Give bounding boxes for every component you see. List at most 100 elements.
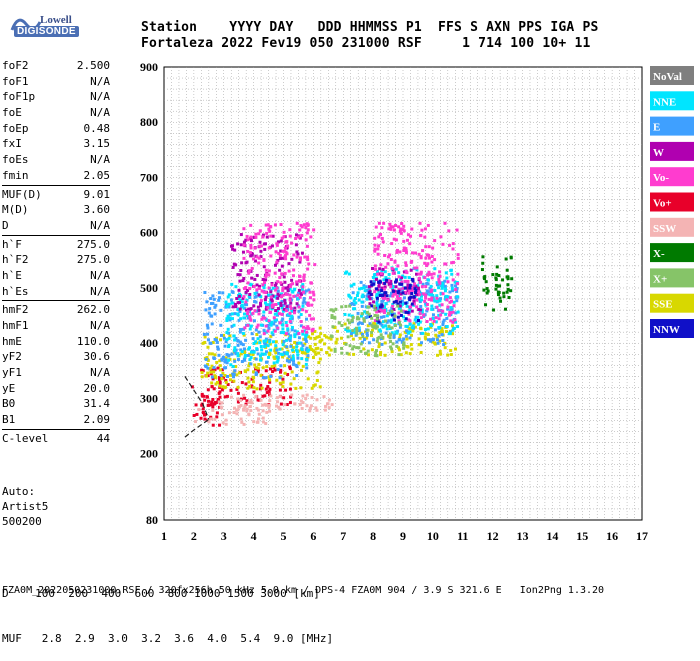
- echo-point: [274, 288, 278, 292]
- echo-point: [506, 287, 510, 291]
- echo-point: [308, 406, 312, 410]
- echo-point: [355, 329, 359, 333]
- echo-point: [506, 277, 510, 281]
- echo-point: [294, 237, 298, 241]
- echo-point: [455, 295, 459, 299]
- echo-point: [381, 293, 385, 297]
- echo-point: [266, 223, 270, 227]
- echo-point: [410, 227, 414, 231]
- echo-point: [484, 303, 488, 307]
- echo-point: [232, 411, 236, 415]
- echo-point: [249, 223, 253, 227]
- echo-point: [273, 364, 277, 368]
- echo-point: [246, 368, 250, 372]
- echo-point: [368, 302, 372, 306]
- echo-point: [399, 292, 403, 296]
- echo-point: [417, 322, 421, 326]
- echo-point: [222, 333, 226, 337]
- echo-point: [275, 360, 279, 364]
- echo-point: [439, 352, 443, 356]
- echo-point: [282, 307, 286, 311]
- echo-point: [382, 315, 386, 319]
- echo-point: [427, 290, 431, 294]
- echo-point: [439, 313, 443, 317]
- echo-point: [278, 395, 282, 399]
- echo-point: [300, 349, 304, 353]
- echo-point: [302, 337, 306, 341]
- echo-point: [249, 239, 253, 243]
- echo-point: [423, 276, 427, 280]
- echo-point: [375, 298, 379, 302]
- echo-point: [377, 235, 381, 239]
- echo-point: [239, 348, 243, 352]
- echo-point: [288, 293, 292, 297]
- echo-point: [438, 349, 442, 353]
- echo-point: [245, 298, 249, 302]
- echo-point: [278, 294, 282, 298]
- echo-point: [353, 297, 357, 301]
- echo-point: [293, 294, 297, 298]
- echo-point: [399, 323, 403, 327]
- echo-point: [309, 296, 313, 300]
- echo-point: [379, 315, 383, 319]
- echo-point: [299, 399, 303, 403]
- echo-point: [423, 335, 427, 339]
- echo-point: [378, 322, 382, 326]
- param-value: 110.0: [76, 334, 110, 348]
- echo-point: [213, 353, 217, 357]
- echo-point: [412, 295, 416, 299]
- echo-point: [210, 352, 214, 356]
- echo-point: [356, 311, 360, 315]
- echo-point: [353, 307, 357, 311]
- echo-point: [293, 335, 297, 339]
- echo-point: [451, 242, 455, 246]
- echo-point: [441, 323, 445, 327]
- echo-point: [298, 275, 302, 279]
- echo-point: [446, 353, 450, 357]
- echo-point: [444, 287, 448, 291]
- echo-point: [387, 319, 391, 323]
- echo-point: [333, 316, 337, 320]
- echo-point: [287, 337, 291, 341]
- echo-point: [305, 346, 309, 350]
- echo-point: [300, 287, 304, 291]
- param-row: yE 20.0: [2, 381, 110, 397]
- echo-point: [365, 336, 369, 340]
- param-name: h`F: [2, 237, 22, 251]
- echo-point: [223, 395, 227, 399]
- echo-point: [373, 247, 377, 251]
- echo-point: [272, 361, 276, 365]
- echo-point: [383, 341, 387, 345]
- echo-point: [294, 348, 298, 352]
- echo-point: [445, 325, 449, 329]
- echo-point: [219, 405, 223, 409]
- echo-point: [309, 336, 313, 340]
- echo-point: [236, 400, 240, 404]
- echo-point: [451, 328, 455, 332]
- echo-point: [234, 263, 238, 267]
- echo-point: [236, 354, 240, 358]
- param-row: foEs N/A: [2, 152, 110, 168]
- echo-point: [374, 277, 378, 281]
- echo-point: [225, 394, 229, 398]
- echo-point: [237, 297, 241, 301]
- echo-point: [247, 269, 251, 273]
- echo-point: [284, 388, 288, 392]
- echo-point: [265, 360, 269, 364]
- echo-point: [238, 273, 242, 277]
- echo-point: [383, 296, 387, 300]
- echo-point: [225, 319, 229, 323]
- echo-point: [225, 304, 229, 308]
- echo-point: [265, 231, 269, 235]
- echo-point: [206, 332, 210, 336]
- echo-point: [373, 313, 377, 317]
- echo-point: [335, 337, 339, 341]
- echo-point: [412, 322, 416, 326]
- echo-point: [448, 290, 452, 294]
- echo-point: [242, 295, 246, 299]
- echo-point: [284, 250, 288, 254]
- echo-point: [288, 311, 292, 315]
- echo-point: [266, 306, 270, 310]
- echo-point: [282, 396, 286, 400]
- echo-point: [203, 413, 207, 417]
